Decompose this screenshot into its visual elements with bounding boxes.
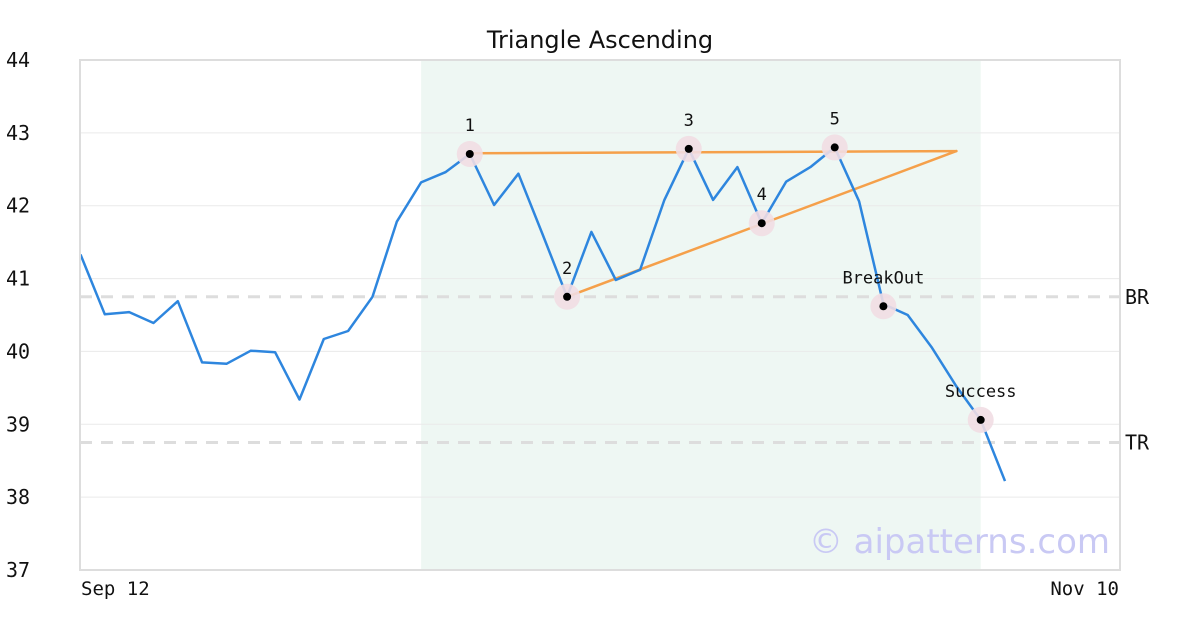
y-tick-label: 40 <box>6 339 30 363</box>
point-marker <box>465 149 474 158</box>
point-marker <box>684 144 693 153</box>
y-tick-label: 38 <box>6 485 30 509</box>
reference-lines-layer: BR TR <box>80 285 1150 455</box>
point-marker <box>879 302 888 311</box>
y-tick-label: 42 <box>6 194 30 218</box>
point-label: BreakOut <box>842 268 924 288</box>
x-tick-label: Nov 10 <box>1050 578 1119 600</box>
pattern-region <box>421 60 981 570</box>
y-tick-label: 37 <box>6 558 30 582</box>
points-layer: 1 2 3 4 5 BreakOut Success <box>456 109 1017 433</box>
pattern-line <box>468 149 958 155</box>
watermark: © aipatterns.com <box>809 522 1110 562</box>
price-line <box>79 146 1007 482</box>
reference-line-label: TR <box>1125 431 1150 455</box>
point-marker <box>830 143 839 152</box>
y-tick-label: 41 <box>6 267 30 291</box>
point-label: 1 <box>465 116 475 136</box>
x-tick-label: Sep 12 <box>81 578 150 600</box>
plot-frame <box>79 59 1121 571</box>
chart-title: Triangle Ascending <box>486 26 713 54</box>
point-label: 4 <box>757 185 767 205</box>
y-tick-label: 43 <box>6 121 30 145</box>
y-tick-label: 44 <box>6 48 30 72</box>
point-marker <box>563 292 572 301</box>
point-label: 2 <box>562 259 572 279</box>
highlight-region-layer <box>421 60 981 570</box>
y-tick-label: 39 <box>6 412 30 436</box>
reference-line-label: BR <box>1125 285 1150 309</box>
point-marker <box>757 219 766 228</box>
series-layer <box>79 146 1007 482</box>
point-label: Success <box>945 382 1017 402</box>
point-label: 5 <box>830 109 840 129</box>
point-marker <box>976 415 985 424</box>
point-label: 3 <box>684 111 694 131</box>
